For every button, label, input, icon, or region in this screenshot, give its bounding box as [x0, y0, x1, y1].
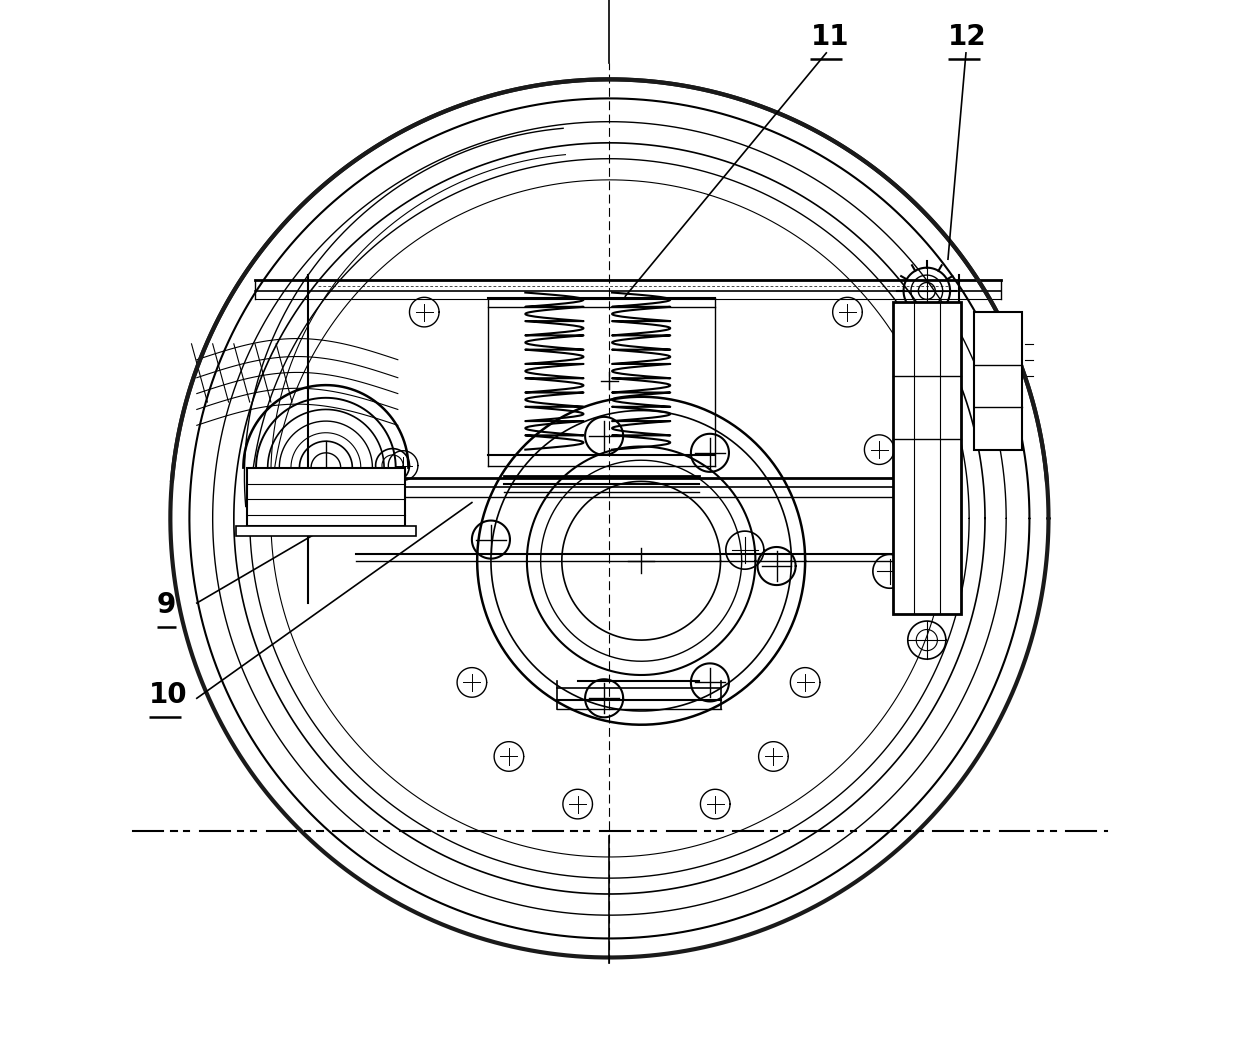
- Bar: [975, 312, 1022, 450]
- Bar: [236, 526, 415, 536]
- Text: 9: 9: [156, 591, 176, 619]
- Text: 11: 11: [811, 23, 849, 51]
- Bar: [247, 468, 405, 526]
- Bar: [893, 302, 961, 614]
- Text: 12: 12: [949, 23, 987, 51]
- Text: 10: 10: [149, 681, 187, 709]
